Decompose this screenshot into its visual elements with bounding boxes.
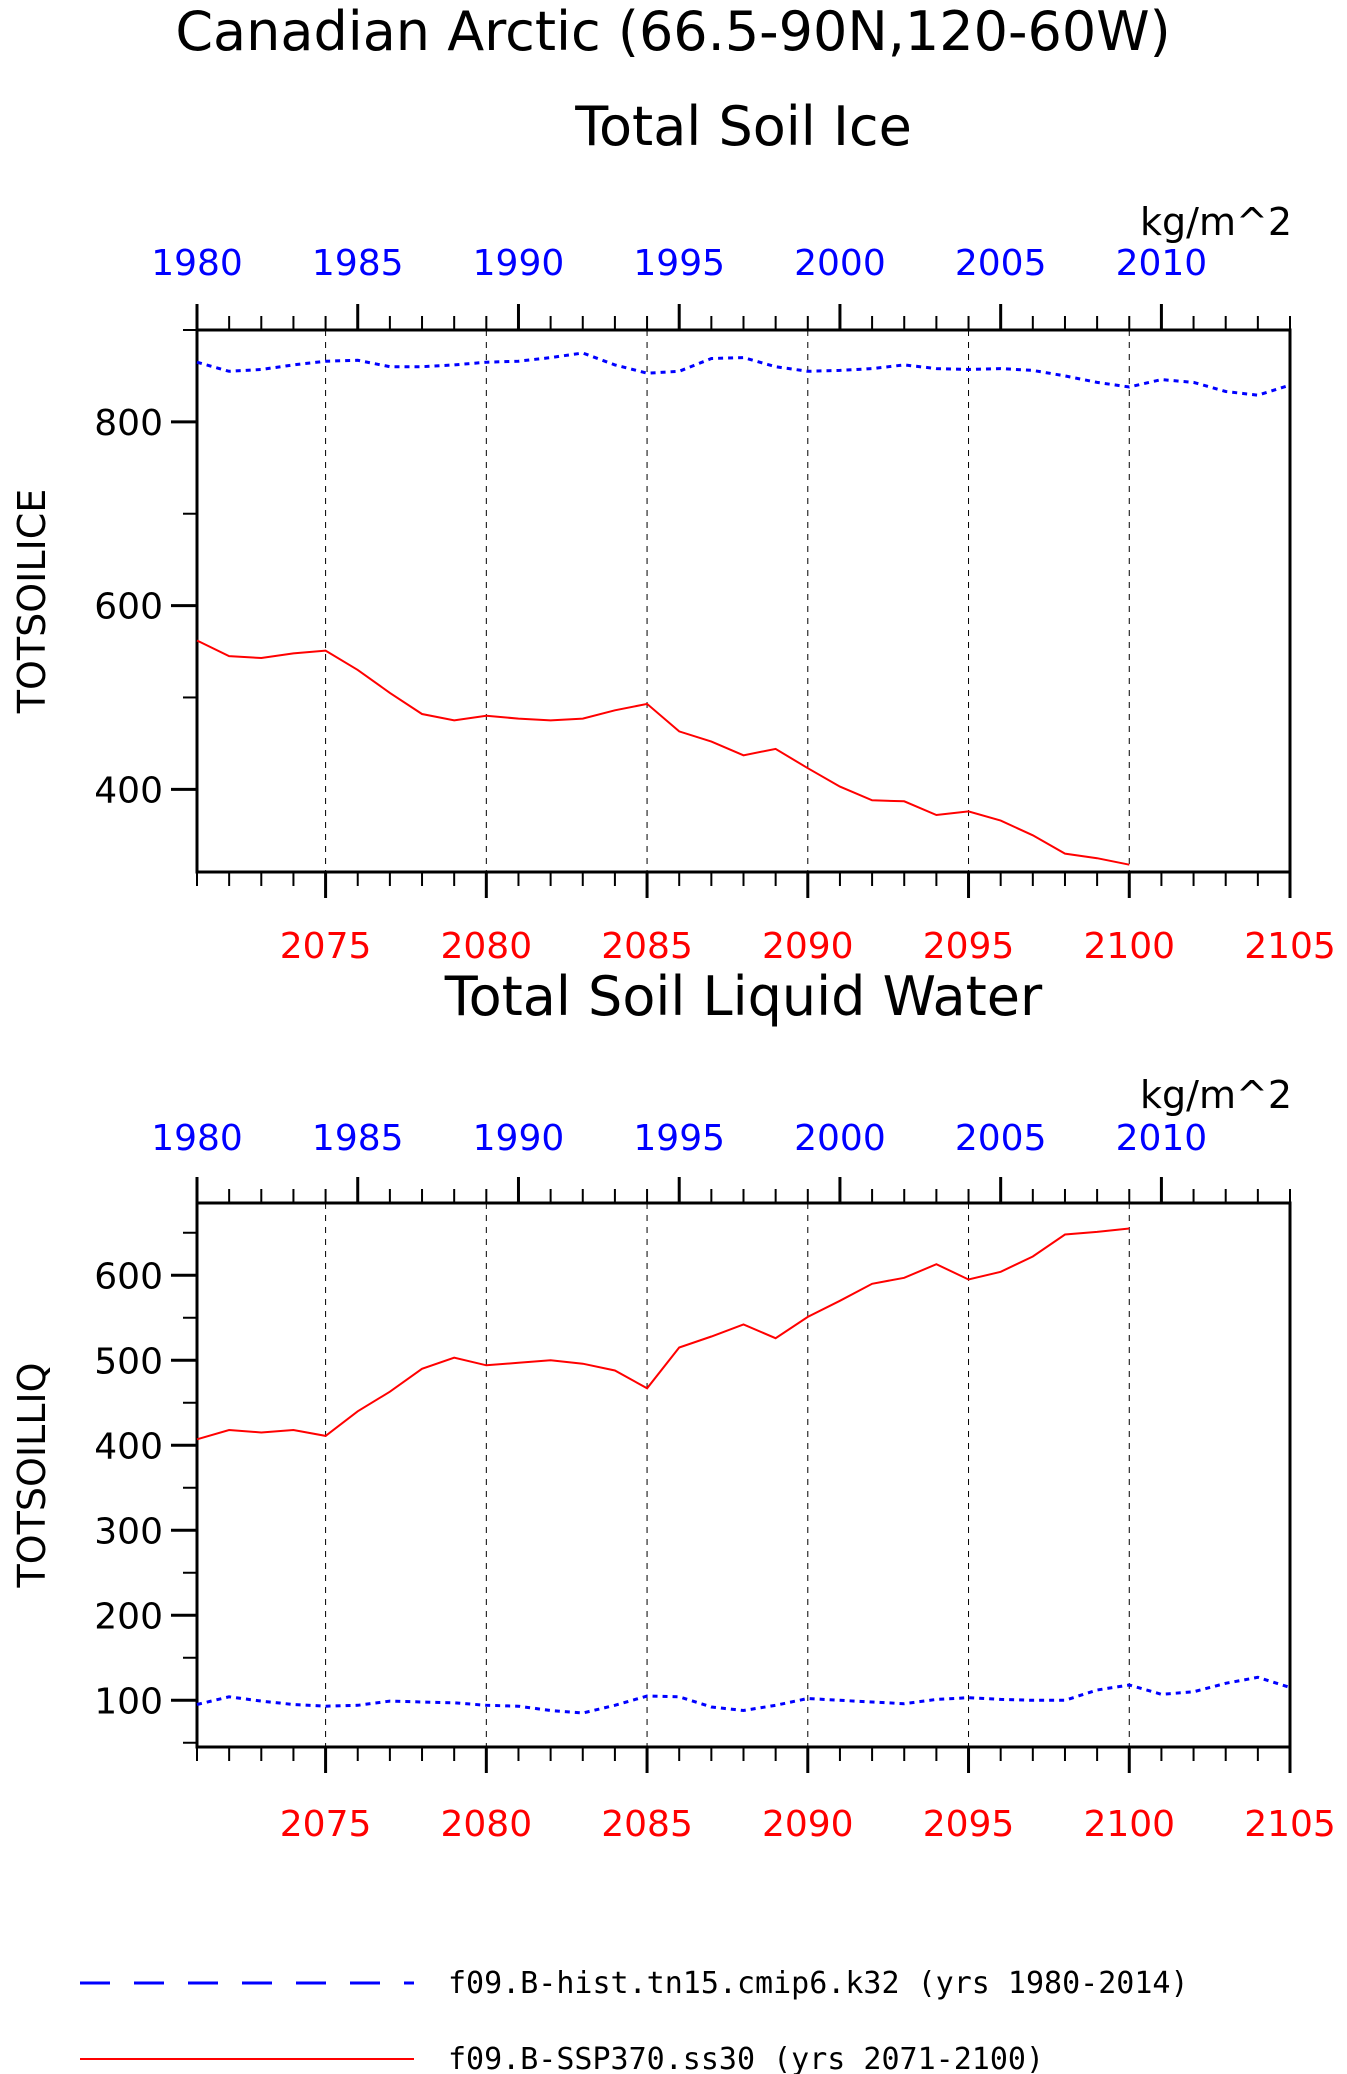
- panel-title: Total Soil Liquid Water: [444, 965, 1043, 1028]
- x-bottom-tick-label: 2095: [923, 926, 1015, 967]
- panel-soil-ice: Total Soil Ice kg/m^2 TOTSOILICE 2075 2080 20…: [10, 95, 1336, 967]
- x-top-tick-label: 1995: [633, 1118, 725, 1159]
- y-axis-label: TOTSOILLIQ: [10, 1362, 54, 1588]
- x-top-tick-label: 1995: [633, 243, 725, 284]
- y-tick-label: 500: [94, 1341, 163, 1382]
- x-top-tick-label: 2000: [794, 243, 886, 284]
- x-bottom-tick-label: 2100: [1083, 1804, 1175, 1845]
- panel-soil-liquid: Total Soil Liquid Water kg/m^2 TOTSOILLIQ 2…: [10, 965, 1336, 1845]
- x-top-tick-label: 2005: [955, 1118, 1047, 1159]
- y-tick-label: 100: [94, 1681, 163, 1722]
- x-bottom-tick-label: 2090: [762, 1804, 854, 1845]
- x-top-tick-label: 2000: [794, 1118, 886, 1159]
- y-tick-label: 200: [94, 1596, 163, 1637]
- y-tick-label: 300: [94, 1511, 163, 1552]
- figure-title: Canadian Arctic (66.5-90N,120-60W): [175, 0, 1170, 63]
- x-bottom-tick-label: 2080: [441, 1804, 533, 1845]
- legend-ssp-label: f09.B-SSP370.ss30 (yrs 2071-2100): [448, 2042, 1044, 2074]
- x-bottom-tick-label: 2100: [1083, 926, 1175, 967]
- y-tick-label: 400: [94, 770, 163, 811]
- x-bottom-tick-label: 2105: [1244, 1804, 1336, 1845]
- y-tick-label: 600: [94, 1256, 163, 1297]
- x-bottom-tick-label: 2075: [280, 1804, 372, 1845]
- x-bottom-tick-label: 2085: [601, 926, 693, 967]
- x-top-tick-label: 1980: [151, 243, 243, 284]
- x-top-tick-label: 2010: [1116, 243, 1208, 284]
- x-top-tick-label: 1985: [312, 1118, 404, 1159]
- x-bottom-tick-label: 2085: [601, 1804, 693, 1845]
- series-ssp-line: [196, 639, 1130, 866]
- plot-frame: [195, 328, 1292, 874]
- x-bottom-tick-label: 2080: [441, 926, 533, 967]
- x-top-tick-label: 2005: [955, 243, 1047, 284]
- units-label: kg/m^2: [1140, 1073, 1292, 1117]
- plot-frame: [195, 1201, 1292, 1749]
- units-label: kg/m^2: [1140, 200, 1292, 244]
- x-top-tick-label: 1985: [312, 243, 404, 284]
- panel-title: Total Soil Ice: [574, 95, 912, 158]
- y-tick-label: 800: [94, 403, 163, 444]
- x-top-tick-label: 1990: [473, 243, 565, 284]
- x-bottom-tick-label: 2075: [280, 926, 372, 967]
- x-top-tick-label: 1990: [473, 1118, 565, 1159]
- series-hist-line: [196, 1675, 1291, 1715]
- x-bottom-tick-label: 2095: [923, 1804, 1015, 1845]
- legend-hist-label: f09.B-hist.tn15.cmip6.k32 (yrs 1980-2014…: [448, 1966, 1189, 2001]
- y-tick-label: 600: [94, 587, 163, 628]
- x-bottom-tick-label: 2090: [762, 926, 854, 967]
- series-ssp-line: [196, 1227, 1130, 1441]
- series-hist-line: [196, 351, 1291, 397]
- x-bottom-tick-label: 2105: [1244, 926, 1336, 967]
- legend: f09.B-hist.tn15.cmip6.k32 (yrs 1980-2014…: [80, 1966, 1189, 2074]
- x-top-tick-label: 2010: [1116, 1118, 1208, 1159]
- y-axis-label: TOTSOILICE: [10, 489, 54, 715]
- y-tick-label: 400: [94, 1426, 163, 1467]
- x-top-tick-label: 1980: [151, 1118, 243, 1159]
